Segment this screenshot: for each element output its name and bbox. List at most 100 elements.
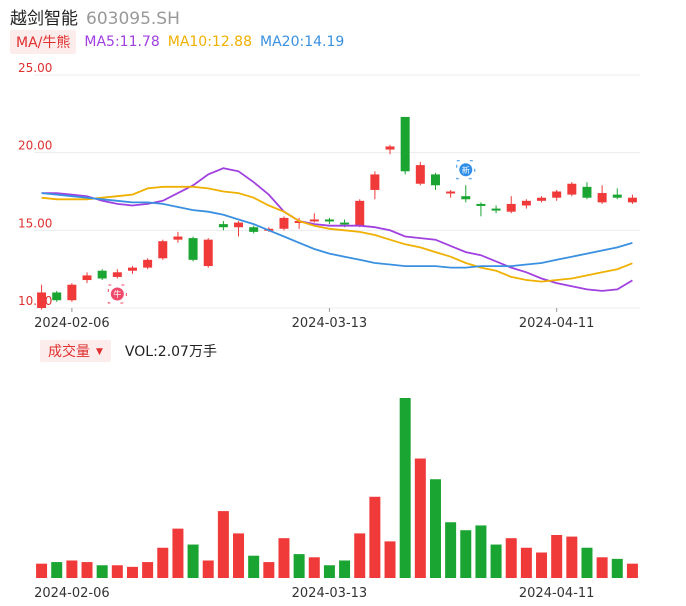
volume-x-tick-label: 2024-03-13: [292, 586, 368, 601]
candle-body: [461, 196, 471, 200]
candle-body: [537, 197, 547, 201]
candle-body: [324, 219, 334, 222]
candle-body: [67, 284, 77, 301]
volume-x-tick-label: 2024-02-06: [34, 586, 110, 601]
candle-body: [521, 200, 531, 206]
candle-body: [112, 272, 122, 277]
volume-bar: [51, 562, 63, 578]
volume-bar: [445, 522, 457, 578]
volume-bar: [172, 528, 184, 578]
volume-bar: [142, 562, 154, 578]
stock-header: 越剑智能 603095.SH: [10, 4, 180, 29]
volume-bar: [278, 538, 290, 578]
new-marker-icon-label: 新: [462, 165, 470, 175]
volume-bar: [157, 547, 169, 578]
candle-body: [203, 239, 213, 267]
volume-bar: [126, 566, 138, 578]
volume-value: VOL:2.07万手: [124, 344, 217, 360]
candle-body: [627, 197, 637, 203]
bull-marker-icon: [110, 287, 124, 301]
candle-body: [234, 222, 244, 228]
ma20-label: MA20:14.19: [260, 34, 345, 50]
candle-body: [218, 224, 228, 228]
candle-body: [430, 174, 440, 186]
ma-indicator-tag[interactable]: MA/牛熊: [10, 30, 77, 54]
candle-body: [279, 217, 289, 229]
candle-body: [491, 208, 501, 211]
volume-bar: [536, 552, 548, 578]
volume-bar: [581, 547, 593, 578]
candle-body: [355, 200, 365, 226]
stock-name: 越剑智能: [10, 9, 78, 29]
volume-bar: [399, 398, 411, 578]
candle-body: [143, 259, 153, 268]
candle-body: [552, 191, 562, 198]
volume-bar: [384, 541, 396, 578]
volume-bar: [460, 530, 472, 578]
ma-line-ma20: [41, 192, 633, 269]
x-tick-label: 2024-04-11: [519, 316, 595, 331]
volume-bar: [202, 560, 214, 578]
volume-bar: [596, 557, 608, 578]
volume-bar: [429, 479, 441, 578]
candle-body: [52, 292, 62, 301]
candle-body: [97, 270, 107, 279]
ma-line-ma10: [41, 185, 633, 283]
volume-tag-label: 成交量: [48, 344, 90, 360]
volume-bar: [308, 557, 320, 578]
candle-body: [415, 165, 425, 184]
candle-body: [37, 292, 47, 308]
volume-bar: [339, 560, 351, 578]
candle-body: [249, 227, 259, 232]
volume-bar: [369, 496, 381, 578]
new-marker-icon: [459, 163, 473, 177]
volume-bar: [520, 547, 532, 578]
volume-bar: [187, 544, 199, 578]
candle-body: [158, 241, 168, 259]
y-tick-label: 15.00: [18, 216, 52, 230]
candle-body: [309, 219, 319, 222]
candle-body: [582, 186, 592, 198]
volume-bar: [36, 563, 48, 578]
volume-bar: [551, 534, 563, 578]
volume-bar: [217, 511, 229, 578]
volume-bar: [81, 562, 93, 578]
candle-body: [173, 236, 183, 240]
candle-body: [340, 222, 350, 225]
volume-bar: [323, 565, 335, 578]
caret-down-icon: ▼: [96, 347, 103, 357]
candle-body: [188, 238, 198, 260]
volume-legend: 成交量 ▼ VOL:2.07万手: [40, 340, 217, 362]
candle-body: [400, 116, 410, 172]
stock-code: 603095.SH: [86, 9, 180, 29]
volume-bar: [505, 538, 517, 578]
x-tick-label: 2024-03-13: [292, 316, 368, 331]
y-tick-label: 25.00: [18, 61, 52, 75]
volume-bar: [66, 560, 78, 578]
volume-indicator-tag[interactable]: 成交量 ▼: [40, 340, 111, 362]
ma5-label: MA5:11.78: [84, 34, 160, 50]
volume-bar: [293, 554, 305, 578]
candle-body: [127, 267, 137, 271]
candle-body: [82, 275, 92, 281]
candle-body: [567, 183, 577, 195]
candle-body: [370, 174, 380, 190]
volume-bar: [248, 555, 260, 578]
volume-bar: [475, 525, 487, 578]
candle-body: [294, 221, 304, 224]
candle-body: [385, 146, 395, 150]
volume-bar: [626, 563, 638, 578]
ma-legend: MA/牛熊 MA5:11.78 MA10:12.88 MA20:14.19: [10, 30, 344, 54]
y-tick-label: 20.00: [18, 139, 52, 153]
new-marker-frame: [456, 160, 476, 180]
volume-bar: [354, 533, 366, 578]
volume-bar: [233, 533, 245, 578]
volume-bar: [263, 562, 275, 578]
volume-bar: [490, 544, 502, 578]
candle-body: [612, 194, 622, 198]
candle-body: [597, 193, 607, 203]
x-tick-label: 2024-02-06: [34, 316, 110, 331]
volume-bar: [111, 565, 123, 578]
volume-bar: [611, 558, 623, 578]
